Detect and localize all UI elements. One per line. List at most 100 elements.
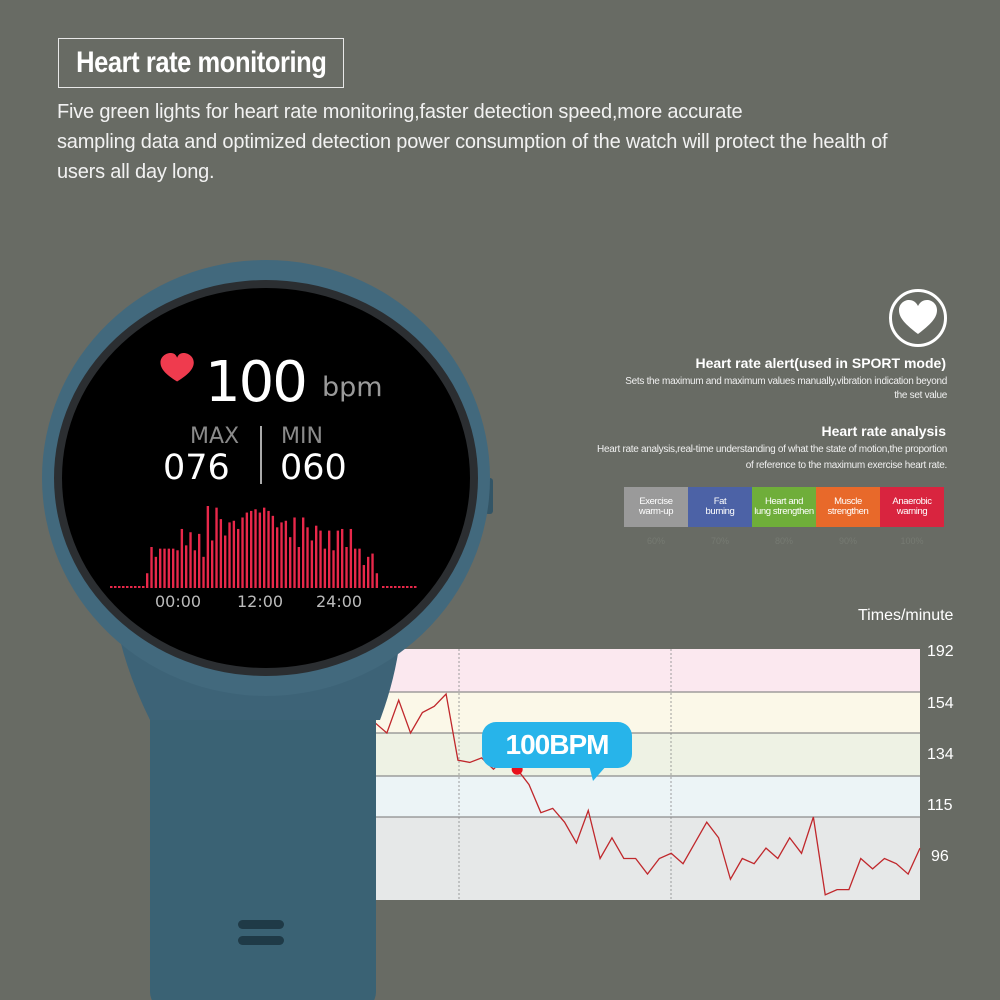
histogram-bar [211, 540, 214, 588]
histogram-bar [154, 556, 158, 588]
histogram-bar [172, 548, 175, 588]
histogram-bar [349, 528, 353, 588]
watch-time-label: 12:00 [237, 592, 284, 611]
watch-heart-rate: 100 [205, 350, 308, 415]
histogram-bar [293, 517, 296, 588]
histogram-bar [375, 573, 379, 588]
zone-pct: 100% [900, 536, 924, 546]
zone-pct: 70% [710, 536, 729, 546]
analysis-title: Heart rate analysis [821, 423, 946, 439]
histogram-bar [228, 522, 231, 588]
histogram-bar [159, 548, 162, 588]
watch-unit: bpm [322, 372, 383, 403]
chart-band [375, 692, 920, 733]
histogram-bar [185, 545, 188, 588]
histogram-bar [202, 556, 205, 588]
strap-hole [238, 936, 284, 945]
histogram-bar [215, 507, 218, 588]
watch-max-label: MAX [190, 424, 240, 449]
histogram-bar [245, 512, 249, 588]
watch-screen [62, 288, 470, 668]
histogram-bar [237, 528, 240, 588]
zone-warmup: Exercise warm-up [624, 487, 688, 527]
histogram-bar [371, 553, 374, 588]
histogram-dot [130, 586, 133, 588]
zone-heart-lung: Heart and lung strengthen [752, 487, 816, 527]
y-tick: 96 [931, 848, 949, 865]
y-tick: 115 [927, 797, 953, 814]
histogram-dot [126, 586, 129, 588]
histogram-bar [319, 530, 322, 588]
watch-heart-icon [160, 353, 194, 382]
watch-min-label: MIN [281, 424, 323, 449]
zone-pct: 60% [646, 536, 665, 546]
histogram-bar [345, 547, 348, 588]
histogram-dot [402, 586, 405, 588]
histogram-bar [315, 525, 318, 588]
histogram-dot [410, 586, 413, 588]
chart-band [375, 817, 920, 900]
intro-line-3: users all day long. [57, 161, 215, 183]
chart-band [375, 776, 920, 817]
histogram-bar [280, 522, 283, 588]
watch-min-value: 060 [280, 448, 347, 488]
histogram-dot [414, 586, 417, 588]
histogram-bar [258, 512, 262, 588]
histogram-bar [310, 540, 314, 588]
watch-histogram [110, 506, 417, 588]
histogram-bar [150, 547, 153, 588]
y-tick: 134 [927, 746, 954, 763]
histogram-bar [362, 565, 366, 588]
intro-line-2: sampling data and optimized detection po… [57, 131, 888, 153]
histogram-bar [302, 517, 305, 588]
histogram-bar [358, 548, 361, 588]
watch-max-value: 076 [163, 448, 230, 488]
histogram-bar [206, 506, 210, 588]
histogram-bar [167, 548, 171, 588]
histogram-bar [241, 517, 244, 588]
heart-rate-line [374, 692, 921, 896]
histogram-dot [118, 586, 121, 588]
histogram-bar [328, 530, 331, 588]
histogram-bar [297, 547, 301, 588]
alert-desc-2: the set value [894, 390, 947, 401]
zone-pct: 90% [838, 536, 857, 546]
histogram-bar [332, 550, 335, 588]
zone-muscle: Muscle strengthen [816, 487, 880, 527]
chart-band [375, 649, 920, 692]
alert-title: Heart rate alert(used in SPORT mode) [695, 355, 946, 371]
zone-anaerobic: Anaerobic warning [880, 487, 944, 527]
histogram-bar [232, 520, 236, 588]
histogram-dot [110, 586, 113, 588]
histogram-dot [114, 586, 117, 588]
histogram-dot [138, 586, 141, 588]
histogram-dot [382, 586, 385, 588]
alert-desc-1: Sets the maximum and maximum values manu… [625, 376, 947, 387]
histogram-bar [276, 527, 279, 588]
histogram-dot [394, 586, 397, 588]
histogram-bar [263, 507, 266, 588]
histogram-dot [406, 586, 409, 588]
page-title: Heart rate monitoring [75, 46, 327, 79]
histogram-bar [306, 527, 309, 588]
histogram-bar [176, 550, 179, 588]
watch-strap [150, 690, 376, 1000]
histogram-bar [289, 537, 292, 588]
histogram-dot [122, 586, 125, 588]
chart-band [375, 733, 920, 776]
histogram-bar [180, 528, 184, 588]
histogram-bar [193, 550, 197, 588]
watch-time-label: 00:00 [155, 592, 202, 611]
y-tick: 154 [927, 695, 954, 712]
histogram-bar [323, 548, 327, 588]
histogram-bar [267, 510, 270, 588]
title-box: Heart rate monitoring [58, 38, 344, 88]
histogram-bar [219, 519, 223, 588]
watch-divider [260, 426, 262, 484]
histogram-bar [224, 535, 227, 588]
analysis-desc-2: of reference to the maximum exercise hea… [745, 460, 948, 471]
histogram-bar [250, 510, 253, 588]
y-axis-label: Times/minute [858, 607, 954, 624]
bpm-callout: 100BPM [482, 722, 632, 768]
